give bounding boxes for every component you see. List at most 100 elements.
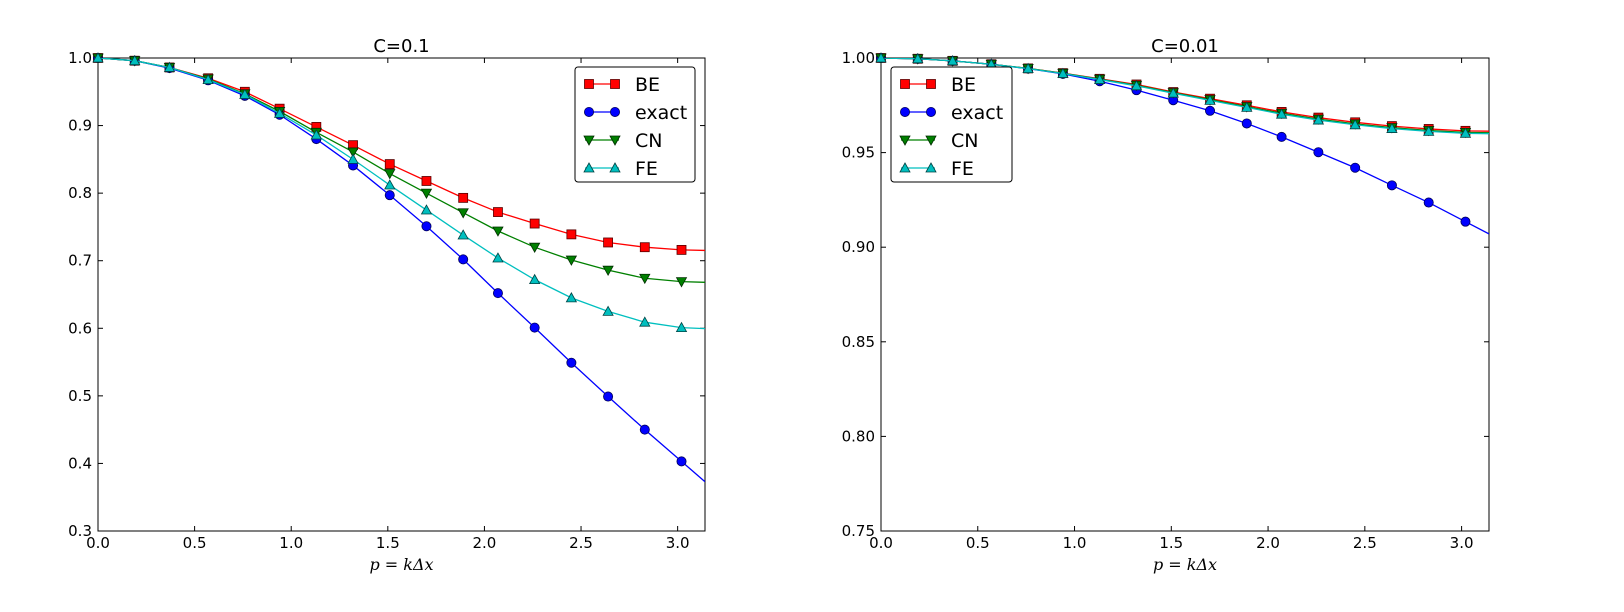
chart-1-ytick-label: 0.75 xyxy=(842,522,875,540)
chart-0-point-CN xyxy=(420,188,433,199)
chart-0-point-CN xyxy=(639,273,651,285)
chart-0-point-exact xyxy=(421,221,432,232)
chart-0-xtick-label: 1.5 xyxy=(376,534,400,552)
chart-0-point-BE xyxy=(529,218,540,229)
chart-1-series-line-FE xyxy=(881,58,1489,135)
chart-0-point-BE xyxy=(384,159,395,169)
chart-0-point-exact xyxy=(603,391,614,402)
chart-1-point-exact xyxy=(1423,197,1434,208)
chart-1-point-FE xyxy=(1094,73,1106,84)
chart-1-point-FE xyxy=(1057,67,1069,78)
chart-0-series-line-FE xyxy=(98,58,705,330)
chart-1-point-FE xyxy=(1459,127,1472,138)
chart-1-legend: BE exact CN FE xyxy=(890,66,1013,183)
chart-0-legend-label: CN xyxy=(635,130,662,152)
chart-0-point-FE xyxy=(384,179,396,190)
chart-1-xtick-label: 0.0 xyxy=(869,534,893,552)
chart-1-point-exact xyxy=(1241,118,1252,129)
chart-0-ytick-label: 0.6 xyxy=(68,319,92,337)
chart-0-point-FE xyxy=(273,107,286,118)
chart-0-legend-marker xyxy=(610,107,621,118)
chart-0-legend-marker xyxy=(583,135,595,146)
chart-0-point-FE xyxy=(129,54,141,66)
chart-0-point-BE xyxy=(458,192,469,203)
chart-0-point-CN xyxy=(347,147,359,158)
chart-1-ytick-label: 0.90 xyxy=(842,238,875,256)
chart-0-xtick-label: 2.5 xyxy=(569,534,593,552)
chart-0-point-CN xyxy=(492,226,504,237)
chart-0-point-BE xyxy=(421,176,432,186)
chart-0-point-FE xyxy=(675,321,688,333)
chart-1-legend-marker xyxy=(900,79,910,89)
chart-0-point-FE xyxy=(92,52,104,63)
chart-1-point-FE xyxy=(1167,87,1179,98)
chart-0-point-CN xyxy=(675,277,688,288)
chart-1-point-FE xyxy=(912,52,924,64)
chart-0-xtick-label: 1.0 xyxy=(279,534,303,552)
chart-0-point-BE xyxy=(603,237,613,248)
chart-1-legend-marker xyxy=(926,79,936,89)
chart-0-ytick-label: 0.9 xyxy=(68,117,92,135)
chart-1-xlabel: p = kΔx xyxy=(1153,555,1217,574)
chart-0-point-BE xyxy=(566,229,577,240)
chart-0-point-BE xyxy=(639,242,650,253)
chart-1-ytick-label: 0.80 xyxy=(842,427,875,445)
chart-1-ytick-label: 1.00 xyxy=(842,49,875,67)
chart-0-point-FE xyxy=(492,252,504,263)
chart-1-point-FE xyxy=(1349,118,1361,130)
chart-1-legend-label: exact xyxy=(951,102,1003,124)
chart-0-ytick-label: 1.0 xyxy=(68,49,92,67)
chart-1-xtick-label: 3.0 xyxy=(1450,534,1474,552)
chart-0-xtick-label: 2.0 xyxy=(472,534,496,552)
chart-0-point-CN xyxy=(528,242,541,254)
chart-0-legend-marker xyxy=(584,107,595,118)
chart-0-legend-marker xyxy=(609,162,621,173)
chart-0-point-FE xyxy=(163,61,176,72)
chart-panel-c001: C=0.01 0.0 0.5 1.0 1.5 2.0 2.5 3.0 0.75 0.80 0.85 0… xyxy=(842,36,1490,574)
chart-1-xtick-label: 2.5 xyxy=(1353,534,1377,552)
chart-0-legend-label: FE xyxy=(635,158,658,180)
chart-1-legend-marker xyxy=(925,162,937,173)
chart-0-xlabel: p = kΔx xyxy=(369,555,433,574)
chart-1-title: C=0.01 xyxy=(1151,36,1219,57)
chart-0-ytick-label: 0.7 xyxy=(68,252,92,270)
chart-0-point-CN xyxy=(384,169,396,180)
chart-0-point-exact xyxy=(492,288,503,299)
chart-1-legend-marker xyxy=(899,135,911,146)
chart-0-ytick-label: 0.3 xyxy=(68,522,92,540)
chart-0-point-FE xyxy=(239,88,251,99)
chart-1-point-FE xyxy=(946,55,959,66)
chart-1-point-FE xyxy=(1386,122,1398,133)
chart-1-point-exact xyxy=(1276,131,1287,142)
chart-0-legend-label: exact xyxy=(635,102,687,124)
chart-1-xtick-label: 0.5 xyxy=(966,534,990,552)
chart-0-legend-marker xyxy=(583,162,595,173)
chart-0-point-FE xyxy=(602,305,614,316)
chart-1-point-FE xyxy=(1312,114,1325,125)
chart-1-point-exact xyxy=(1386,180,1397,191)
chart-1-point-exact xyxy=(1205,105,1216,116)
chart-0-point-FE xyxy=(347,153,359,164)
chart-0-point-CN xyxy=(602,265,614,276)
chart-1-point-FE xyxy=(1204,94,1216,105)
chart-1-series-FE xyxy=(875,52,1489,138)
chart-0-point-exact xyxy=(384,190,395,201)
chart-1-point-FE xyxy=(1423,125,1435,136)
chart-1-legend-marker xyxy=(899,162,911,173)
chart-0-point-exact xyxy=(529,322,540,333)
chart-0-point-FE xyxy=(457,229,469,240)
chart-0-point-BE xyxy=(493,207,503,217)
chart-0-point-CN xyxy=(457,208,469,219)
chart-1-legend-label: CN xyxy=(951,130,978,152)
chart-0-xtick-label: 0.0 xyxy=(86,534,110,552)
chart-0-point-FE xyxy=(202,73,214,85)
chart-1-point-exact xyxy=(1313,147,1324,158)
chart-0-series-FE xyxy=(92,52,705,333)
chart-0-point-exact xyxy=(566,357,577,368)
chart-1-legend-label: BE xyxy=(951,74,976,96)
chart-1-ytick-label: 0.95 xyxy=(842,144,875,162)
chart-0-point-FE xyxy=(310,129,323,140)
chart-1-point-FE xyxy=(1022,62,1034,73)
chart-0-point-BE xyxy=(676,245,687,255)
